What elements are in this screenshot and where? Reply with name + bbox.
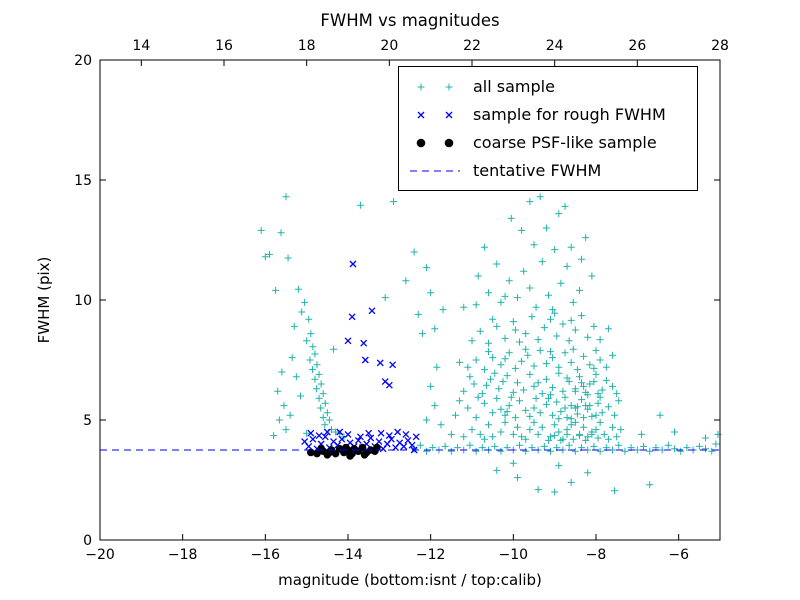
- x-bottom-tick-label: −14: [333, 547, 363, 563]
- x-top-tick-label: 16: [215, 38, 233, 54]
- legend-entry-all-sample: all sample: [407, 75, 691, 98]
- x-top-tick-label: 24: [546, 38, 564, 54]
- x-bottom-tick-label: −10: [499, 547, 529, 563]
- x-axis-label: magnitude (bottom:isnt / top:calib): [278, 571, 542, 589]
- y-tick-label: 0: [83, 533, 92, 549]
- legend-label: coarse PSF-like sample: [473, 133, 657, 152]
- y-tick-label: 10: [74, 293, 92, 309]
- dashed-line-icon: [410, 170, 460, 171]
- series-coarse-PSF-like-sample: [307, 443, 381, 460]
- x-marker-icon: [417, 111, 453, 118]
- axis-ticks: −20 −18 −16 −14 −12 −10 −8 −6 14 16 18 20 22 24 26 28 0 5…: [74, 38, 729, 563]
- y-tick-label: 5: [83, 413, 92, 429]
- x-bottom-tick-label: −12: [416, 547, 446, 563]
- x-bottom-tick-label: −16: [251, 547, 281, 563]
- legend: all sample sample for rough FWHM coarse …: [398, 66, 698, 191]
- legend-label: sample for rough FWHM: [473, 105, 666, 124]
- dot-marker-icon: [416, 138, 454, 147]
- y-tick-label: 20: [74, 53, 92, 69]
- x-top-tick-label: 26: [628, 38, 646, 54]
- x-top-tick-label: 28: [711, 38, 729, 54]
- x-bottom-tick-label: −6: [668, 547, 689, 563]
- x-top-tick-label: 14: [132, 38, 150, 54]
- legend-entry-psf-sample: coarse PSF-like sample: [407, 131, 691, 154]
- x-top-tick-label: 22: [463, 38, 481, 54]
- x-bottom-tick-label: −8: [586, 547, 607, 563]
- legend-entry-rough-fwhm: sample for rough FWHM: [407, 103, 691, 126]
- plot-frame: [99, 59, 721, 541]
- legend-label: all sample: [473, 77, 555, 96]
- y-axis-label: FWHM (pix): [35, 257, 53, 344]
- x-bottom-tick-label: −18: [168, 547, 198, 563]
- legend-label: tentative FWHM: [473, 161, 602, 180]
- x-top-tick-label: 18: [298, 38, 316, 54]
- chart-title: FWHM vs magnitudes: [320, 11, 499, 30]
- y-tick-label: 15: [74, 173, 92, 189]
- plus-marker-icon: [417, 83, 453, 90]
- x-top-tick-label: 20: [380, 38, 398, 54]
- x-bottom-tick-label: −20: [85, 547, 115, 563]
- legend-entry-tentative-fwhm: tentative FWHM: [407, 159, 691, 182]
- series-sample-for-rough-FWHM: [301, 260, 420, 454]
